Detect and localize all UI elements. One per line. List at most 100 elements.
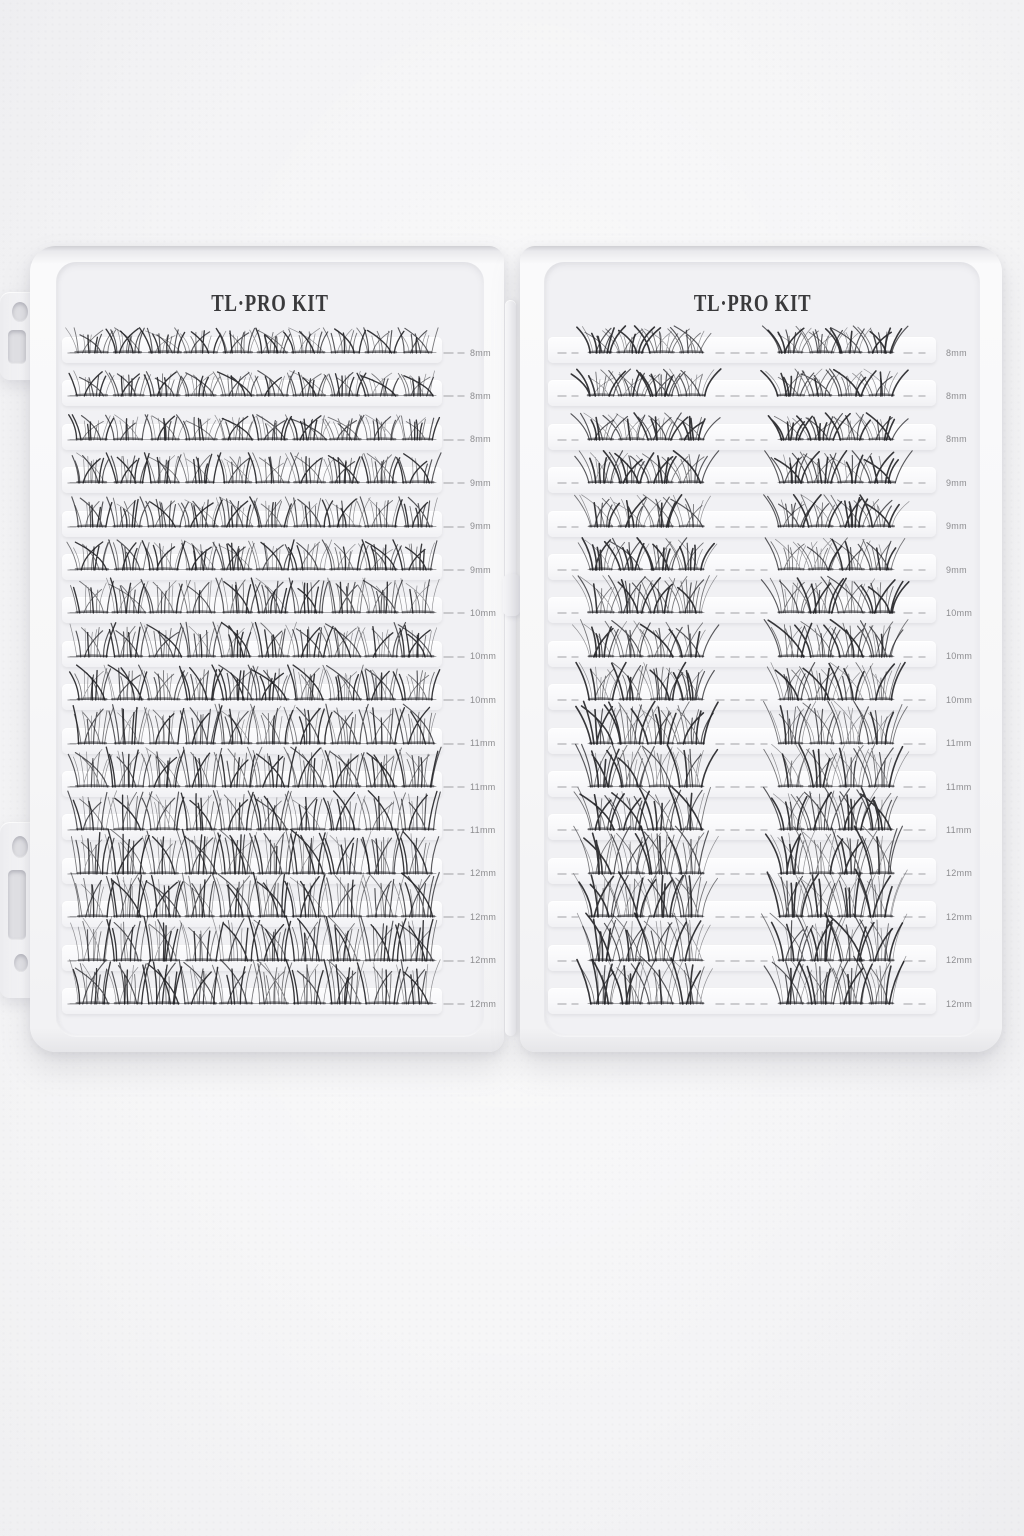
row-size-label: 12mm	[946, 868, 973, 879]
lash-cluster-art	[557, 700, 926, 745]
lash-cluster-art	[67, 452, 465, 484]
lash-strip	[548, 380, 936, 407]
lash-strip	[62, 380, 442, 407]
lash-row: 8mm	[548, 388, 988, 450]
right-tray-rows: 8mm 8mm 8mm 9mm 9mm 9mm 10mm 10mm 10mm 11mm 11mm 11…	[548, 262, 980, 1037]
lash-strip	[548, 597, 936, 624]
lash-row: 10mm	[548, 648, 988, 711]
row-size-label: 12mm	[946, 998, 973, 1009]
row-size-label: 12mm	[946, 955, 973, 966]
lash-row: 10mm	[548, 561, 988, 624]
row-size-label: 9mm	[470, 521, 491, 532]
lash-cluster-art	[557, 743, 926, 788]
lash-strip	[548, 727, 936, 754]
lash-row: 8mm	[62, 388, 502, 450]
lash-row: 9mm	[548, 475, 988, 537]
row-size-label: 8mm	[470, 434, 491, 445]
lash-cluster-art	[557, 325, 926, 354]
lash-cluster-art	[557, 825, 926, 875]
lash-cluster-art	[66, 539, 465, 571]
row-size-label: 11mm	[946, 781, 972, 792]
lash-row: 10mm	[62, 561, 502, 624]
lash-row: 9mm	[62, 518, 502, 580]
lash-row: 12mm	[548, 952, 988, 1014]
left-tray-rows: 8mm 8mm 8mm 9mm 9mm 9mm 10mm 10mm 10mm 11mm 11mm 11…	[62, 262, 496, 1037]
lash-cluster-art	[67, 621, 465, 658]
lash-cluster-art	[67, 413, 465, 441]
left-tray-title: TL·PRO KIT	[211, 291, 329, 317]
lash-cluster-art	[67, 703, 465, 745]
lash-row: 11mm	[548, 735, 988, 797]
lash-cluster-art	[557, 368, 926, 398]
right-tray-inner: TL·PRO KIT 8mm 8mm 8mm 9mm 9mm 9mm 10mm 10mm 10m…	[544, 262, 980, 1037]
lash-strip	[548, 554, 936, 580]
lash-row: 9mm	[62, 431, 502, 494]
center-seam-nub	[503, 574, 520, 616]
row-size-label: 9mm	[946, 477, 967, 488]
lash-cluster-art	[557, 450, 926, 484]
lash-row: 11mm	[548, 692, 988, 754]
row-size-label: 12mm	[946, 911, 973, 922]
lash-cluster-art	[67, 958, 465, 1005]
right-tray: TL·PRO KIT 8mm 8mm 8mm 9mm 9mm 9mm 10mm 10mm 10m…	[520, 246, 1002, 1052]
row-size-label: 8mm	[470, 347, 491, 358]
row-size-label: 10mm	[946, 694, 973, 705]
lash-strip	[548, 337, 936, 363]
row-size-label: 12mm	[470, 998, 497, 1009]
row-size-label: 12mm	[470, 911, 497, 922]
row-size-label: 8mm	[470, 390, 491, 401]
row-size-label: 8mm	[946, 434, 967, 445]
row-size-label: 9mm	[946, 564, 967, 575]
row-size-label: 12mm	[470, 868, 497, 879]
clasp-slot-icon	[8, 330, 26, 364]
row-size-label: 11mm	[470, 781, 496, 792]
clasp-hole-icon	[14, 954, 28, 972]
row-size-label: 11mm	[470, 738, 496, 749]
clasp-slot-icon	[8, 870, 26, 940]
lash-cluster-art	[67, 871, 465, 918]
row-size-label: 10mm	[470, 607, 497, 618]
lash-cluster-art	[557, 575, 926, 615]
lash-cluster-art	[67, 915, 465, 962]
lash-cluster-art	[65, 327, 465, 354]
lash-cluster-art	[67, 577, 465, 615]
lash-cluster-art	[557, 786, 926, 832]
clasp-hole-icon	[12, 302, 28, 322]
lash-strip	[62, 771, 442, 797]
lash-cluster-art	[557, 911, 926, 962]
right-tray-title: TL·PRO KIT	[693, 291, 812, 317]
lash-row: 12mm	[62, 865, 502, 928]
lash-cluster-art	[67, 370, 465, 398]
lash-cluster-art	[557, 618, 926, 658]
lash-cluster-art	[557, 868, 926, 918]
lash-row: 11mm	[548, 778, 988, 841]
lash-cluster-art	[557, 493, 926, 528]
lash-cluster-art	[557, 537, 926, 571]
lash-cluster-art	[67, 828, 465, 875]
lash-strip	[548, 423, 936, 450]
lash-row: 11mm	[62, 778, 502, 841]
row-size-label: 11mm	[946, 824, 972, 835]
lash-cluster-art	[557, 955, 926, 1005]
clasp-hole-icon	[12, 836, 28, 858]
lash-row: 8mm	[548, 344, 988, 407]
lash-row: 11mm	[62, 735, 502, 797]
lash-row: 8mm	[62, 301, 502, 363]
row-size-label: 8mm	[946, 347, 967, 358]
lash-cluster-art	[67, 664, 465, 701]
row-size-label: 11mm	[470, 824, 496, 835]
lash-cluster-art	[67, 495, 465, 528]
lash-strip	[62, 640, 442, 667]
lash-row: 8mm	[62, 344, 502, 407]
lash-row: 8mm	[548, 301, 988, 363]
lash-row: 12mm	[62, 952, 502, 1014]
row-size-label: 10mm	[946, 651, 973, 662]
lash-row: 12mm	[62, 822, 502, 884]
row-size-label: 10mm	[470, 694, 497, 705]
left-tray: TL·PRO KIT 8mm 8mm 8mm 9mm 9mm 9mm 10mm 10mm 10m…	[30, 246, 504, 1052]
row-size-label: 12mm	[470, 955, 497, 966]
row-size-label: 9mm	[470, 564, 491, 575]
row-size-label: 10mm	[946, 607, 973, 618]
lash-row: 10mm	[62, 648, 502, 711]
